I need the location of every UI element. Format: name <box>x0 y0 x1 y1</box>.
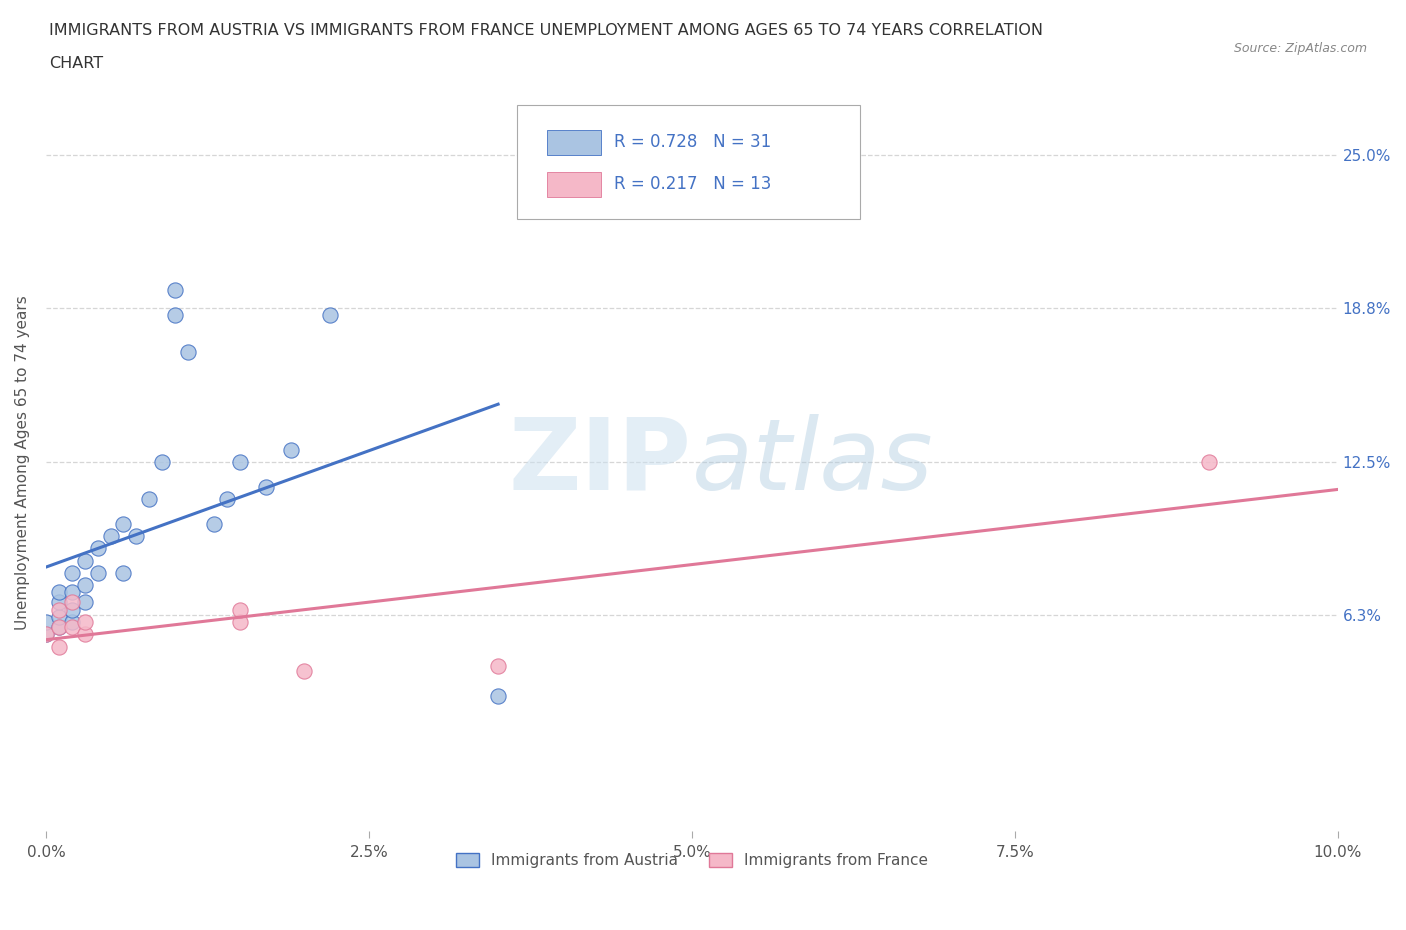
Point <box>60 615 83 630</box>
Point <box>60 603 83 618</box>
Point <box>100 528 122 543</box>
Point <box>165 283 187 298</box>
Point <box>48 585 70 600</box>
Point <box>229 603 252 618</box>
Point <box>486 658 509 673</box>
Point <box>35 627 58 642</box>
Point <box>112 565 135 580</box>
Point <box>60 619 83 634</box>
Point <box>48 603 70 618</box>
Point <box>1198 455 1220 470</box>
Text: Source: ZipAtlas.com: Source: ZipAtlas.com <box>1233 42 1367 55</box>
Point <box>60 585 83 600</box>
Point <box>73 578 96 592</box>
Point <box>138 492 160 507</box>
Point <box>292 664 315 679</box>
Point <box>202 516 225 531</box>
Text: R = 0.217   N = 13: R = 0.217 N = 13 <box>614 175 772 193</box>
Point <box>486 688 509 703</box>
Point <box>177 344 200 359</box>
Text: IMMIGRANTS FROM AUSTRIA VS IMMIGRANTS FROM FRANCE UNEMPLOYMENT AMONG AGES 65 TO : IMMIGRANTS FROM AUSTRIA VS IMMIGRANTS FR… <box>49 23 1043 38</box>
Point <box>229 615 252 630</box>
Point <box>319 308 342 323</box>
Point <box>73 615 96 630</box>
Point <box>48 609 70 624</box>
Point <box>254 480 277 495</box>
Point <box>48 619 70 634</box>
Point <box>35 627 58 642</box>
Point <box>35 615 58 630</box>
Text: ZIP: ZIP <box>509 414 692 511</box>
Point <box>86 541 108 556</box>
Point <box>73 595 96 610</box>
Text: R = 0.728   N = 31: R = 0.728 N = 31 <box>614 133 772 152</box>
Point <box>165 308 187 323</box>
Point <box>215 492 238 507</box>
Point <box>73 553 96 568</box>
Point <box>280 443 302 458</box>
Point <box>60 595 83 610</box>
FancyBboxPatch shape <box>517 105 860 219</box>
FancyBboxPatch shape <box>547 130 602 154</box>
Point <box>150 455 173 470</box>
Text: CHART: CHART <box>49 56 103 71</box>
Point <box>60 565 83 580</box>
Point <box>86 565 108 580</box>
Legend: Immigrants from Austria, Immigrants from France: Immigrants from Austria, Immigrants from… <box>450 847 934 874</box>
Point <box>112 516 135 531</box>
Point <box>48 639 70 654</box>
FancyBboxPatch shape <box>547 171 602 196</box>
Point <box>73 627 96 642</box>
Point <box>125 528 148 543</box>
Point <box>48 595 70 610</box>
Text: atlas: atlas <box>692 414 934 511</box>
Point <box>229 455 252 470</box>
Point <box>48 619 70 634</box>
Y-axis label: Unemployment Among Ages 65 to 74 years: Unemployment Among Ages 65 to 74 years <box>15 295 30 630</box>
